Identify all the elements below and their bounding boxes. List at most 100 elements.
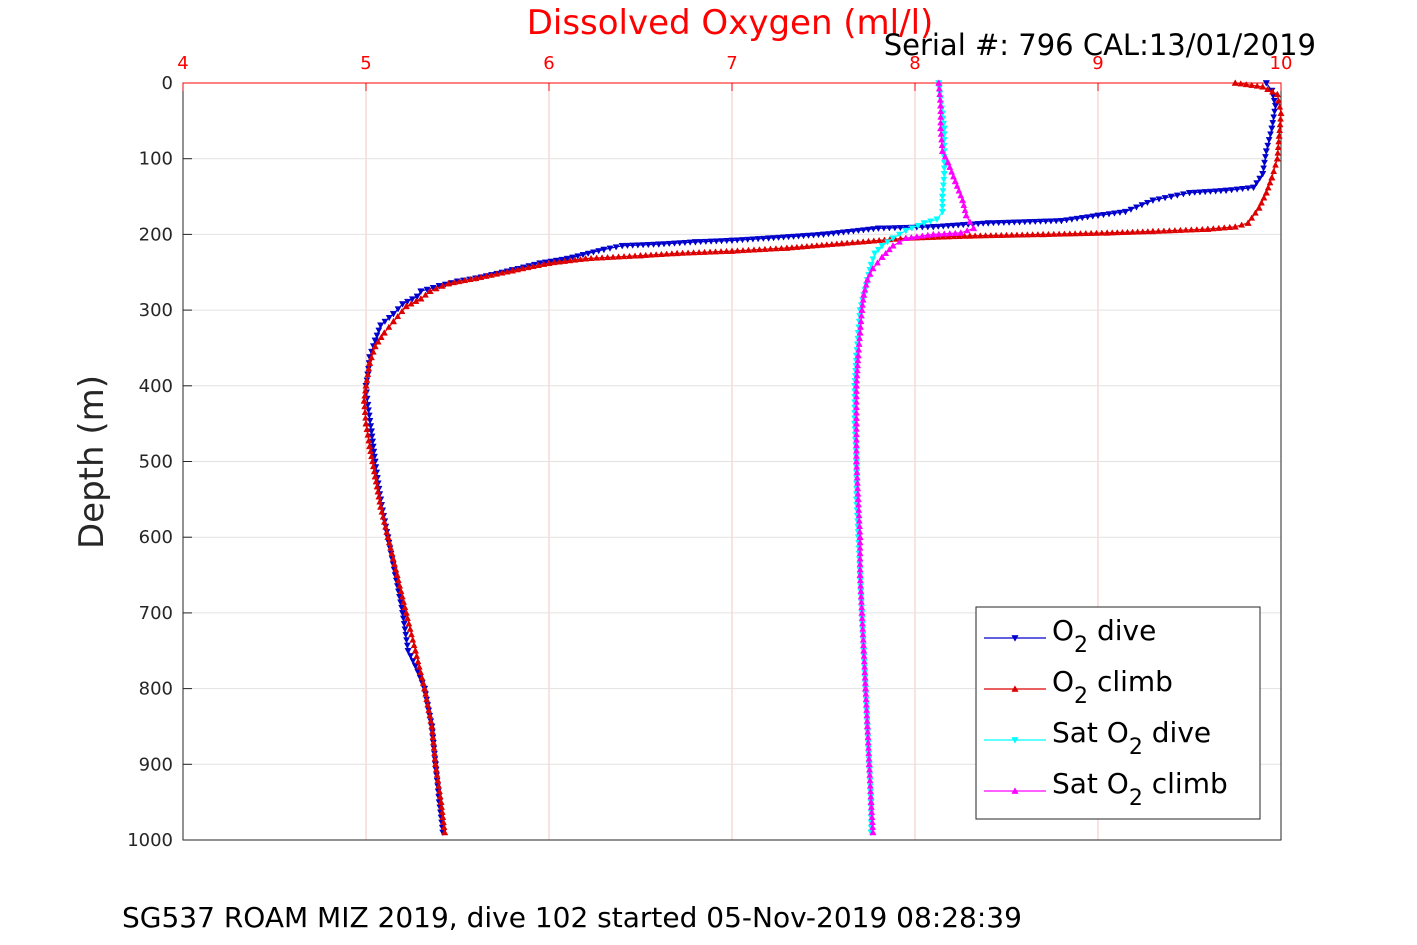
data-point	[488, 271, 495, 278]
data-point	[426, 287, 434, 294]
data-point	[1255, 204, 1263, 211]
data-point	[843, 239, 851, 246]
data-point	[1265, 137, 1273, 144]
data-point	[1276, 103, 1284, 110]
data-point	[405, 620, 413, 627]
data-point	[1268, 173, 1276, 181]
data-point	[434, 777, 442, 784]
data-point	[940, 171, 948, 178]
data-point	[581, 254, 590, 262]
data-point	[938, 147, 947, 154]
data-point	[1121, 208, 1130, 216]
data-point	[739, 237, 746, 244]
data-point	[389, 311, 398, 318]
data-point	[951, 229, 959, 236]
data-point	[1244, 185, 1252, 192]
y-tick-label: 200	[139, 224, 173, 245]
data-point	[1248, 214, 1256, 221]
data-point	[360, 397, 368, 404]
y-tick-label: 0	[162, 73, 173, 94]
data-point	[1256, 175, 1264, 182]
data-point	[960, 201, 968, 209]
data-point	[684, 249, 692, 256]
figure-caption: SG537 ROAM MIZ 2019, dive 102 started 05…	[122, 901, 1022, 934]
data-point	[775, 234, 783, 242]
data-point	[950, 232, 958, 240]
data-point	[361, 403, 369, 410]
data-point	[856, 329, 864, 336]
data-point	[404, 298, 411, 306]
legend-label: O2 dive	[1052, 614, 1156, 658]
data-point	[869, 264, 877, 272]
data-point	[854, 238, 862, 245]
data-point	[1271, 108, 1279, 115]
data-point	[1176, 226, 1184, 233]
data-point	[1226, 223, 1234, 230]
data-point	[663, 250, 671, 257]
data-point	[938, 208, 947, 216]
data-point	[1268, 125, 1276, 133]
data-point	[939, 223, 947, 230]
data-point	[896, 231, 903, 238]
data-point	[371, 472, 379, 480]
data-point	[1026, 219, 1034, 226]
data-point	[368, 354, 375, 361]
data-point	[606, 245, 614, 252]
data-point	[783, 244, 791, 251]
data-point	[436, 793, 444, 800]
y-tick-label: 800	[139, 679, 173, 700]
data-point	[576, 255, 584, 262]
data-point	[734, 247, 741, 254]
data-point	[369, 348, 377, 355]
data-point	[1010, 219, 1018, 226]
data-point	[1198, 225, 1206, 232]
data-point	[1037, 218, 1044, 225]
data-point	[857, 317, 865, 325]
data-point	[634, 242, 642, 249]
data-point	[920, 220, 928, 227]
data-point	[1155, 196, 1163, 203]
y-tick-label: 1000	[127, 830, 173, 851]
data-point	[864, 226, 872, 233]
data-point	[394, 312, 402, 320]
data-point	[941, 153, 949, 160]
data-point	[745, 246, 752, 253]
data-point	[426, 712, 434, 719]
data-point	[1016, 219, 1023, 226]
data-point	[402, 302, 410, 310]
data-point	[1055, 230, 1063, 237]
data-point	[424, 701, 432, 708]
data-point	[377, 503, 385, 510]
data-point	[1082, 229, 1090, 237]
data-point	[808, 242, 816, 249]
data-point	[407, 300, 415, 307]
data-point	[819, 231, 828, 239]
data-point	[1249, 184, 1258, 192]
data-point	[1191, 189, 1199, 196]
data-point	[918, 232, 926, 239]
legend-label: O2 climb	[1052, 665, 1173, 709]
data-point	[855, 227, 862, 235]
data-point	[411, 647, 420, 654]
data-point	[953, 182, 961, 189]
data-point	[744, 236, 752, 243]
data-point	[417, 295, 425, 302]
data-point	[717, 247, 725, 255]
data-point	[955, 232, 963, 239]
data-point	[400, 621, 408, 628]
data-point	[987, 231, 995, 239]
data-point	[1248, 81, 1256, 88]
data-point	[361, 387, 369, 394]
data-point	[629, 242, 637, 249]
data-point	[1111, 210, 1118, 217]
data-point	[944, 158, 952, 166]
data-point	[874, 246, 882, 254]
x-tick-label: 9	[1092, 53, 1103, 74]
data-point	[1217, 188, 1225, 195]
data-point	[1045, 230, 1052, 237]
data-point	[1264, 142, 1272, 149]
data-point	[1061, 230, 1068, 237]
data-point	[1167, 193, 1175, 201]
data-point	[375, 327, 383, 334]
